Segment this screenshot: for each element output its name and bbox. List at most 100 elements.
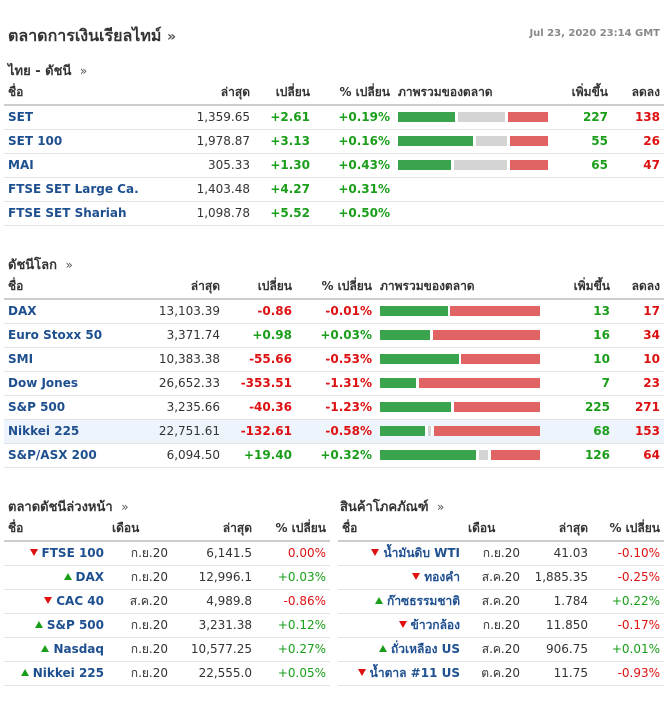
table-row[interactable]: SET 1,359.65 +2.61 +0.19% 227 138 [4, 105, 664, 130]
index-name-link[interactable]: S&P/ASX 200 [4, 443, 124, 468]
contract-month: ก.ย.20 [108, 613, 172, 638]
breadth-gap [458, 354, 462, 364]
table-row[interactable]: Nasdaq ก.ย.20 10,577.25 +0.27% [4, 637, 330, 662]
declining-count: 10 [614, 347, 664, 372]
instrument-name-cell[interactable]: ถั่วเหลือง US [338, 637, 464, 662]
instrument-name-cell[interactable]: FTSE 100 [4, 541, 108, 566]
thai-section-title[interactable]: ไทย - ดัชนี » [8, 60, 87, 81]
instrument-name-link[interactable]: FTSE 100 [41, 546, 104, 561]
instrument-name-link[interactable]: ถั่วเหลือง US [391, 641, 460, 656]
commodities-section-arrow[interactable]: » [437, 500, 445, 514]
instrument-name-link[interactable]: ก๊าซธรรมชาติ [387, 593, 460, 608]
index-name-link[interactable]: SET [4, 105, 150, 130]
pct-change-value: -1.23% [296, 395, 376, 420]
instrument-name-cell[interactable]: ก๊าซธรรมชาติ [338, 589, 464, 614]
instrument-name-cell[interactable]: ข้าวกล้อง [338, 613, 464, 638]
table-row[interactable]: ถั่วเหลือง US ส.ค.20 906.75 +0.01% [338, 637, 664, 662]
last-price: 6,141.5 [172, 541, 256, 566]
advancing-count: 227 [552, 105, 612, 130]
table-row[interactable]: น้ำมันดิบ WTI ก.ย.20 41.03 -0.10% [338, 541, 664, 566]
col-header-last: ล่าสุด [172, 517, 256, 542]
index-name-link[interactable]: SMI [4, 347, 124, 372]
table-row[interactable]: Nikkei 225 ก.ย.20 22,555.0 +0.05% [4, 661, 330, 686]
index-name-link[interactable]: MAI [4, 153, 150, 178]
instrument-name-cell[interactable]: Nikkei 225 [4, 661, 108, 686]
table-row[interactable]: DAX ก.ย.20 12,996.1 +0.03% [4, 565, 330, 590]
market-breadth-cell [376, 323, 544, 348]
futures-section-arrow[interactable]: » [121, 500, 129, 514]
table-row[interactable]: FTSE 100 ก.ย.20 6,141.5 0.00% [4, 541, 330, 566]
instrument-name-link[interactable]: น้ำตาล #11 US [369, 665, 460, 680]
instrument-name-cell[interactable]: S&P 500 [4, 613, 108, 638]
world-section-title-text[interactable]: ดัชนีโลก [8, 258, 57, 273]
instrument-name-cell[interactable]: น้ำมันดิบ WTI [338, 541, 464, 566]
page-title[interactable]: ตลาดการเงินเรียลไทม์ » [8, 24, 176, 49]
page-title-text[interactable]: ตลาดการเงินเรียลไทม์ [8, 26, 162, 45]
thai-section-arrow[interactable]: » [79, 64, 88, 78]
table-row[interactable]: DAX 13,103.39 -0.86 -0.01% 13 17 [4, 299, 664, 324]
table-row[interactable]: Euro Stoxx 50 3,371.74 +0.98 +0.03% 16 34 [4, 323, 664, 348]
col-header-name: ชื่อ [338, 517, 464, 542]
table-row[interactable]: S&P 500 ก.ย.20 3,231.38 +0.12% [4, 613, 330, 638]
breadth-declining-segment [509, 136, 548, 146]
market-breadth-bar [398, 136, 548, 146]
thai-section-title-text[interactable]: ไทย - ดัชนี [8, 64, 72, 79]
last-price: 10,577.25 [172, 637, 256, 662]
table-row[interactable]: น้ำตาล #11 US ต.ค.20 11.75 -0.93% [338, 661, 664, 686]
instrument-name-link[interactable]: น้ำมันดิบ WTI [383, 545, 460, 560]
index-name-link[interactable]: FTSE SET Shariah [4, 201, 150, 226]
table-row[interactable]: Nikkei 225 22,751.61 -132.61 -0.58% 68 153 [4, 419, 664, 444]
table-row[interactable]: SMI 10,383.38 -55.66 -0.53% 10 10 [4, 347, 664, 372]
instrument-name-cell[interactable]: น้ำตาล #11 US [338, 661, 464, 686]
timestamp: Jul 23, 2020 23:14 GMT [529, 28, 660, 39]
col-header-name: ชื่อ [4, 81, 150, 106]
change-value: -0.86 [224, 299, 296, 324]
instrument-name-cell[interactable]: Nasdaq [4, 637, 108, 662]
instrument-name-link[interactable]: ทองคำ [424, 569, 460, 584]
index-name-link[interactable]: FTSE SET Large Ca. [4, 177, 150, 202]
futures-section-title[interactable]: ตลาดดัชนีล่วงหน้า » [8, 496, 129, 517]
instrument-name-link[interactable]: Nikkei 225 [32, 666, 104, 680]
instrument-name-link[interactable]: Nasdaq [53, 642, 104, 656]
index-name-link[interactable]: SET 100 [4, 129, 150, 154]
futures-section-title-text[interactable]: ตลาดดัชนีล่วงหน้า [8, 500, 113, 515]
table-row[interactable]: FTSE SET Shariah 1,098.78 +5.52 +0.50% [4, 201, 664, 226]
table-row[interactable]: SET 100 1,978.87 +3.13 +0.16% 55 26 [4, 129, 664, 154]
arrow-down-icon [412, 572, 421, 580]
col-header-market-overview: ภาพรวมของตลาด [376, 275, 544, 300]
contract-month: ก.ย.20 [108, 565, 172, 590]
index-name-link[interactable]: Nikkei 225 [4, 419, 124, 444]
index-name-link[interactable]: DAX [4, 299, 124, 324]
breadth-advancing-segment [380, 402, 451, 412]
table-row[interactable]: CAC 40 ส.ค.20 4,989.8 -0.86% [4, 589, 330, 614]
instrument-name-link[interactable]: CAC 40 [56, 594, 104, 608]
index-name-link[interactable]: S&P 500 [4, 395, 124, 420]
instrument-name-link[interactable]: S&P 500 [46, 618, 104, 632]
table-row[interactable]: FTSE SET Large Ca. 1,403.48 +4.27 +0.31% [4, 177, 664, 202]
table-row[interactable]: Dow Jones 26,652.33 -353.51 -1.31% 7 23 [4, 371, 664, 396]
last-price: 11.75 [524, 661, 592, 686]
table-row[interactable]: ข้าวกล้อง ก.ย.20 11.850 -0.17% [338, 613, 664, 638]
table-row[interactable]: ก๊าซธรรมชาติ ส.ค.20 1.784 +0.22% [338, 589, 664, 614]
index-name-link[interactable]: Euro Stoxx 50 [4, 323, 124, 348]
world-section-arrow[interactable]: » [65, 258, 73, 272]
table-row[interactable]: S&P 500 3,235.66 -40.36 -1.23% 225 271 [4, 395, 664, 420]
world-section-title[interactable]: ดัชนีโลก » [8, 254, 73, 275]
page-title-arrow[interactable]: » [167, 29, 177, 45]
instrument-name-link[interactable]: DAX [75, 570, 105, 584]
instrument-name-cell[interactable]: CAC 40 [4, 589, 108, 614]
instrument-name-link[interactable]: ข้าวกล้อง [410, 617, 460, 632]
table-row[interactable]: S&P/ASX 200 6,094.50 +19.40 +0.32% 126 64 [4, 443, 664, 468]
table-row[interactable]: ทองคำ ส.ค.20 1,885.35 -0.25% [338, 565, 664, 590]
commodities-section-title[interactable]: สินค้าโภคภัณฑ์ » [340, 496, 444, 517]
table-row[interactable]: MAI 305.33 +1.30 +0.43% 65 47 [4, 153, 664, 178]
commodities-table: ชื่อ เดือน ล่าสุด% เปลี่ยน น้ำมันดิบ WTI ก.… [338, 517, 664, 686]
instrument-name-cell[interactable]: DAX [4, 565, 108, 590]
instrument-name-cell[interactable]: ทองคำ [338, 565, 464, 590]
commodities-section-title-text[interactable]: สินค้าโภคภัณฑ์ [340, 500, 429, 515]
market-breadth-cell [394, 105, 552, 130]
col-header-last: ล่าสุด [150, 81, 254, 106]
last-price: 6,094.50 [124, 443, 224, 468]
index-name-link[interactable]: Dow Jones [4, 371, 124, 396]
last-price: 22,751.61 [124, 419, 224, 444]
